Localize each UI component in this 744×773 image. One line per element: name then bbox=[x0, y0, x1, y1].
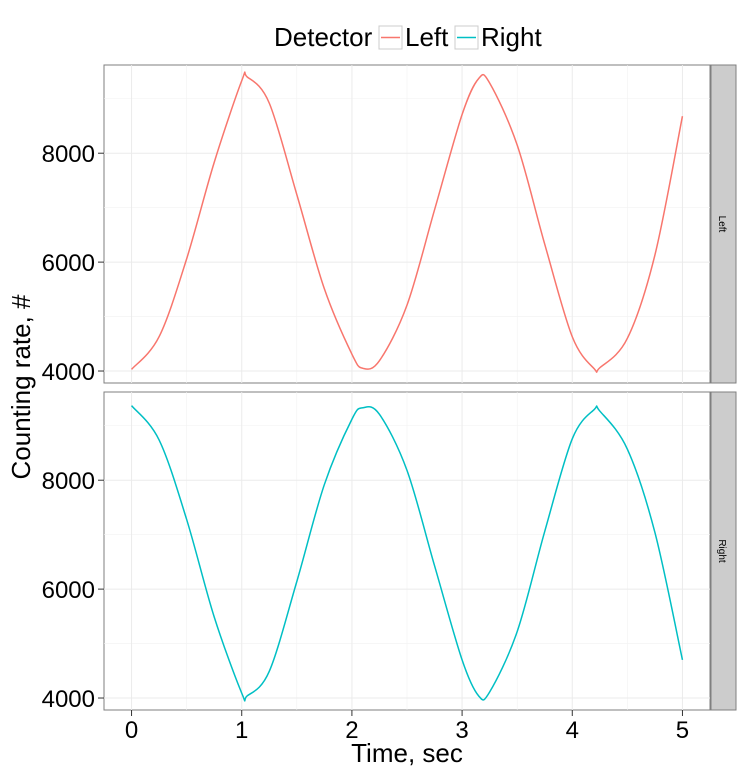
legend-key-left bbox=[378, 25, 403, 50]
y-tick-label: 6000 bbox=[42, 577, 95, 604]
series-right-line bbox=[130, 405, 684, 702]
y-tick-label: 6000 bbox=[42, 250, 95, 277]
legend: Detector Left Right bbox=[274, 22, 542, 52]
legend-label-right: Right bbox=[481, 22, 542, 52]
panel-left-y-axis: 4000 6000 8000 bbox=[42, 141, 104, 386]
y-tick-label: 8000 bbox=[42, 141, 95, 168]
y-axis-title: Counting rate, # bbox=[6, 294, 36, 480]
x-axis: 0 1 2 3 4 5 bbox=[125, 710, 689, 744]
strip-right-label: Right bbox=[716, 539, 727, 563]
panel-left: 4000 6000 8000 Left bbox=[42, 64, 737, 386]
x-tick-label: 5 bbox=[676, 717, 689, 744]
x-tick-label: 4 bbox=[566, 717, 579, 744]
panel-right-grid bbox=[104, 392, 710, 710]
legend-title: Detector bbox=[274, 22, 373, 52]
x-tick-label: 3 bbox=[455, 717, 468, 744]
y-tick-label: 4000 bbox=[42, 686, 95, 713]
x-tick-label: 0 bbox=[125, 717, 138, 744]
x-tick-label: 2 bbox=[345, 717, 358, 744]
series-left-line bbox=[130, 71, 684, 373]
strip-left-label: Left bbox=[716, 216, 727, 233]
x-axis-title: Time, sec bbox=[351, 738, 463, 768]
y-tick-label: 4000 bbox=[42, 359, 95, 386]
legend-key-right bbox=[454, 25, 479, 50]
panel-right-y-axis: 4000 6000 8000 bbox=[42, 468, 104, 713]
strip-left bbox=[710, 64, 737, 384]
x-tick-label: 1 bbox=[235, 717, 248, 744]
panel-left-grid bbox=[104, 65, 710, 383]
strip-right bbox=[710, 391, 737, 711]
legend-label-left: Left bbox=[405, 22, 449, 52]
y-tick-label: 8000 bbox=[42, 468, 95, 495]
panel-right: 4000 6000 8000 Right bbox=[42, 391, 737, 713]
